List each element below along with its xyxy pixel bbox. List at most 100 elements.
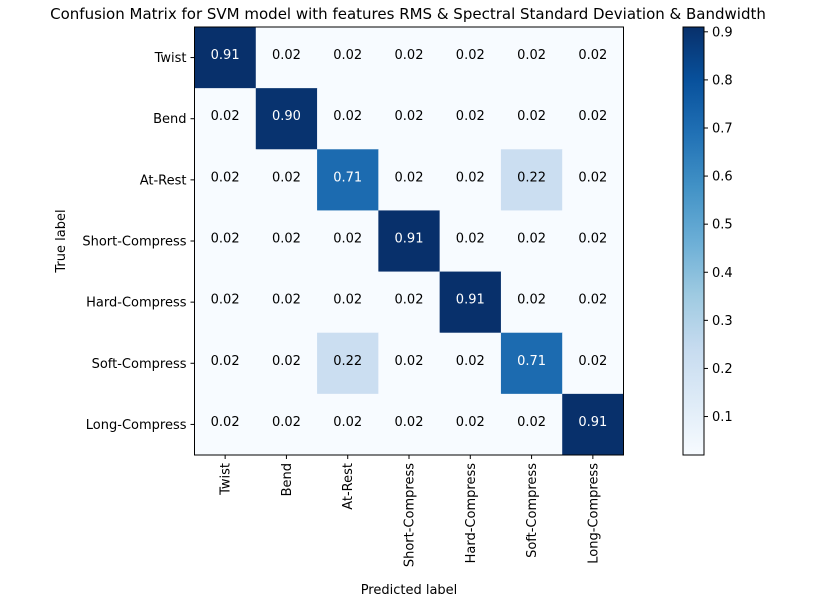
x-tick-label: Long-Compress [586, 463, 601, 564]
cell-value-label: 0.02 [395, 415, 424, 430]
heatmap-cell [194, 271, 257, 334]
cell-value-label: 0.90 [272, 109, 301, 124]
heatmap-cell [255, 271, 318, 334]
plot-frame [194, 26, 624, 456]
cell-value-label: 0.02 [578, 48, 607, 63]
cell-value-label: 0.02 [517, 415, 546, 430]
cell-value-label: 0.02 [272, 415, 301, 430]
heatmap-cell [562, 149, 624, 211]
y-axis-label: True label [54, 209, 69, 273]
y-tick-label: At-Rest [140, 173, 187, 188]
colorbar-tick-label: 0.3 [712, 314, 733, 329]
cell-value-label: 0.02 [211, 170, 240, 185]
cell-value-label: 0.02 [395, 48, 424, 63]
cell-value-label: 0.02 [456, 109, 485, 124]
heatmap-cell [562, 332, 624, 395]
cell-value-label: 0.02 [333, 232, 362, 247]
heatmap-cell [439, 393, 502, 456]
heatmap-cell [194, 149, 257, 211]
colorbar-tick-label: 0.2 [712, 362, 733, 377]
cell-value-label: 0.02 [211, 293, 240, 308]
cell-value-label: 0.02 [578, 354, 607, 369]
colorbar-tick-label: 0.6 [712, 170, 733, 185]
colorbar-tick-label: 0.9 [712, 25, 733, 40]
cell-value-label: 0.02 [272, 48, 301, 63]
cell-value-label: 0.02 [272, 354, 301, 369]
heatmap-cell [439, 149, 502, 211]
heatmap-cell [194, 88, 257, 150]
heatmap-cell [378, 27, 441, 89]
heatmap-cell [378, 332, 441, 395]
y-axis-ticks: Twist Bend At-Rest Short-Compress Hard-Compr… [82, 51, 195, 433]
cell-value-label: 0.91 [211, 48, 240, 63]
cell-value-label: 0.02 [272, 293, 301, 308]
heatmap-cell [255, 210, 318, 273]
heatmap-cells [194, 27, 624, 456]
cell-value-label: 0.02 [395, 109, 424, 124]
heatmap-cell [378, 149, 441, 211]
heatmap-cell [562, 27, 624, 89]
cell-value-label: 0.02 [456, 415, 485, 430]
x-tick-label: Hard-Compress [464, 463, 479, 564]
y-tick-label: Soft-Compress [92, 357, 187, 372]
heatmap-cell [317, 332, 379, 395]
heatmap-cell [378, 393, 441, 456]
heatmap-cell [255, 88, 318, 150]
heatmap-cell [500, 332, 563, 395]
colorbar: 0.1 0.2 0.3 0.4 0.5 0.6 0.7 0.8 0.9 [682, 25, 733, 456]
cell-value-label: 0.91 [456, 293, 485, 308]
cell-value-label: 0.02 [211, 232, 240, 247]
cell-value-label: 0.02 [517, 109, 546, 124]
heatmap-cell [500, 88, 563, 150]
cell-value-label: 0.02 [333, 293, 362, 308]
cell-value-label: 0.02 [517, 293, 546, 308]
heatmap-cell [439, 88, 502, 150]
heatmap-cell [317, 149, 379, 211]
heatmap-cell [378, 271, 441, 334]
heatmap-cell [317, 393, 379, 456]
colorbar-tick-label: 0.1 [712, 410, 733, 425]
heatmap-cell [500, 27, 563, 89]
x-axis-label: Predicted label [361, 583, 458, 598]
heatmap-cell [317, 210, 379, 273]
y-tick-label: Bend [153, 112, 186, 127]
chart-title: Confusion Matrix for SVM model with feat… [50, 5, 766, 23]
cell-value-label: 0.22 [333, 354, 362, 369]
x-tick-label: Short-Compress [403, 463, 418, 567]
cell-value-label: 0.02 [456, 170, 485, 185]
heatmap-cell [439, 332, 502, 395]
cell-value-label: 0.02 [456, 232, 485, 247]
colorbar-tick-label: 0.5 [712, 218, 733, 233]
heatmap-cell [562, 393, 624, 456]
heatmap-cell [562, 210, 624, 273]
y-tick-label: Long-Compress [86, 418, 187, 433]
heatmap-cell [439, 210, 502, 273]
heatmap-cell [562, 271, 624, 334]
cell-value-label: 0.02 [211, 109, 240, 124]
x-axis-ticks: Twist Bend At-Rest Short-Compress Hard-Compr… [219, 455, 601, 567]
y-tick-label: Hard-Compress [86, 296, 187, 311]
cell-value-label: 0.02 [578, 293, 607, 308]
heatmap-cell [317, 27, 379, 89]
heatmap-cell [378, 210, 441, 273]
heatmap-cell [194, 332, 257, 395]
cell-value-label: 0.02 [456, 48, 485, 63]
heatmap-cell [317, 271, 379, 334]
heatmap-cell [255, 149, 318, 211]
cell-value-label: 0.02 [578, 232, 607, 247]
cell-value-labels: 0.91 0.02 0.02 0.02 0.02 0.02 0.02 0.02 0.90 0.02… [211, 48, 608, 430]
heatmap-cell [439, 271, 502, 334]
colorbar-tick-label: 0.7 [712, 121, 733, 136]
heatmap-cell [255, 332, 318, 395]
cell-value-label: 0.02 [333, 48, 362, 63]
x-tick-label: At-Rest [341, 463, 356, 510]
cell-value-label: 0.91 [395, 232, 424, 247]
cell-value-label: 0.22 [517, 170, 546, 185]
cell-value-label: 0.02 [517, 232, 546, 247]
heatmap-cell [500, 149, 563, 211]
cell-value-label: 0.71 [517, 354, 546, 369]
heatmap-cell [500, 393, 563, 456]
cell-value-label: 0.02 [211, 415, 240, 430]
x-tick-label: Bend [280, 463, 295, 496]
